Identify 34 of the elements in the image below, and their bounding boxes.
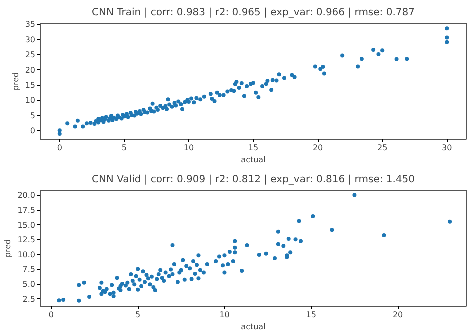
y-tick-label: 20.0	[18, 191, 36, 200]
y-tick-label: 15.0	[18, 220, 36, 230]
y-tick-label: 15	[25, 81, 36, 90]
y-tick-label: 35	[25, 20, 36, 30]
x-tick-label: 15	[248, 144, 259, 152]
x-axis-title: actual	[241, 156, 266, 164]
x-tick-label: 20	[392, 310, 404, 320]
x-tick-label: 10	[220, 310, 230, 320]
y-axis-title: pred	[4, 239, 13, 258]
x-tick-label: 0	[57, 144, 62, 152]
chart-title: CNN Train | corr: 0.983 | r2: 0.965 | exp_var: 0.966 | rmse: 0.787	[92, 8, 415, 18]
y-tick-label: 5	[30, 111, 36, 120]
y-tick-label: 12.5	[18, 236, 36, 245]
y-tick-label: 10.0	[18, 250, 36, 260]
x-tick-label: 5	[136, 310, 141, 320]
x-axis-title: actual	[241, 322, 266, 332]
x-tick-label: 25	[378, 144, 388, 152]
y-tick-label: 25	[25, 50, 36, 60]
x-tick-label: 20	[312, 144, 324, 152]
y-tick-label: 0	[30, 126, 36, 136]
x-tick-label: 5	[122, 144, 127, 152]
chart-title: CNN Valid | corr: 0.909 | r2: 0.812 | exp_var: 0.816 | rmse: 1.450	[92, 174, 416, 186]
y-tick-label: 2.5	[22, 294, 36, 304]
y-tick-label: 30	[25, 35, 36, 44]
y-tick-label: 5.0	[22, 280, 36, 290]
y-tick-label: 7.5	[22, 265, 36, 274]
x-tick-label: 10	[184, 144, 194, 152]
y-axis-title: pred	[11, 72, 20, 91]
y-tick-label: 10	[25, 96, 36, 106]
x-tick-label: 15	[306, 310, 316, 320]
y-tick-label: 20	[25, 66, 36, 75]
x-tick-label: 30	[442, 144, 452, 152]
y-tick-label: 17.5	[18, 206, 36, 216]
x-tick-label: 0	[48, 310, 54, 320]
